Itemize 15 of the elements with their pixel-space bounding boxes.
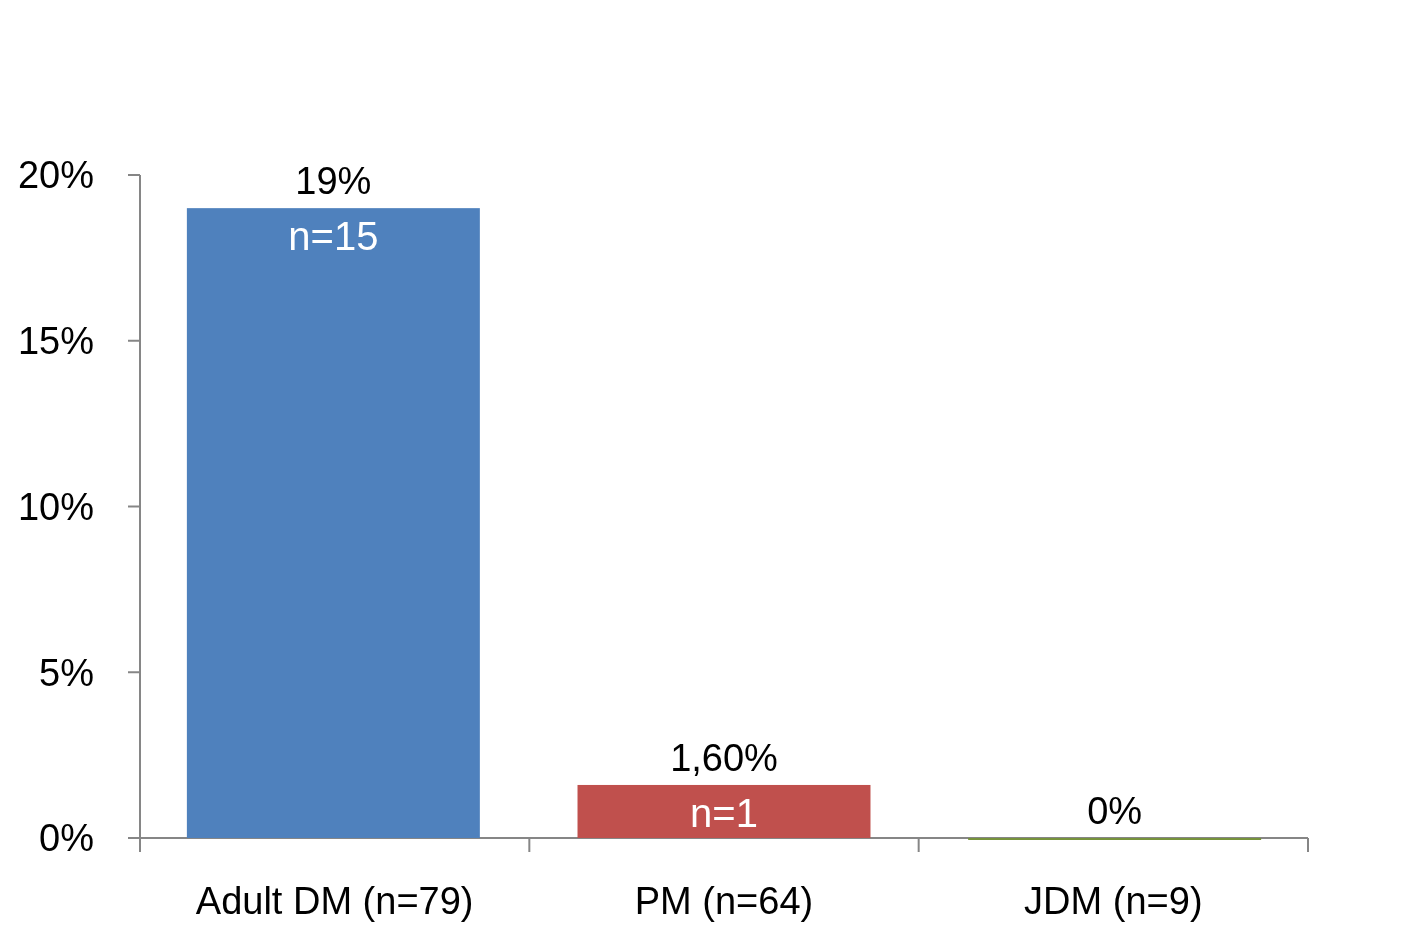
bar [577, 784, 871, 838]
data-label: 1,60% [670, 736, 778, 779]
data-label: 0% [1087, 790, 1143, 832]
y-tick-label: 10% [17, 485, 94, 528]
y-tick-label: 20% [17, 154, 94, 197]
annotation: n=15 [288, 214, 379, 259]
x-tick-label: PM (n=64) [634, 880, 814, 922]
x-tick-label: Adult DM (n=79) [195, 880, 474, 922]
y-tick-label: 15% [17, 320, 94, 363]
y-tick-label: 5% [39, 651, 94, 694]
data-label: 19% [295, 160, 372, 203]
x-tick-label: JDM (n=9) [1024, 880, 1203, 922]
y-tick-label: 0% [39, 817, 94, 860]
bar [186, 208, 480, 838]
annotation: n=1 [690, 790, 758, 835]
